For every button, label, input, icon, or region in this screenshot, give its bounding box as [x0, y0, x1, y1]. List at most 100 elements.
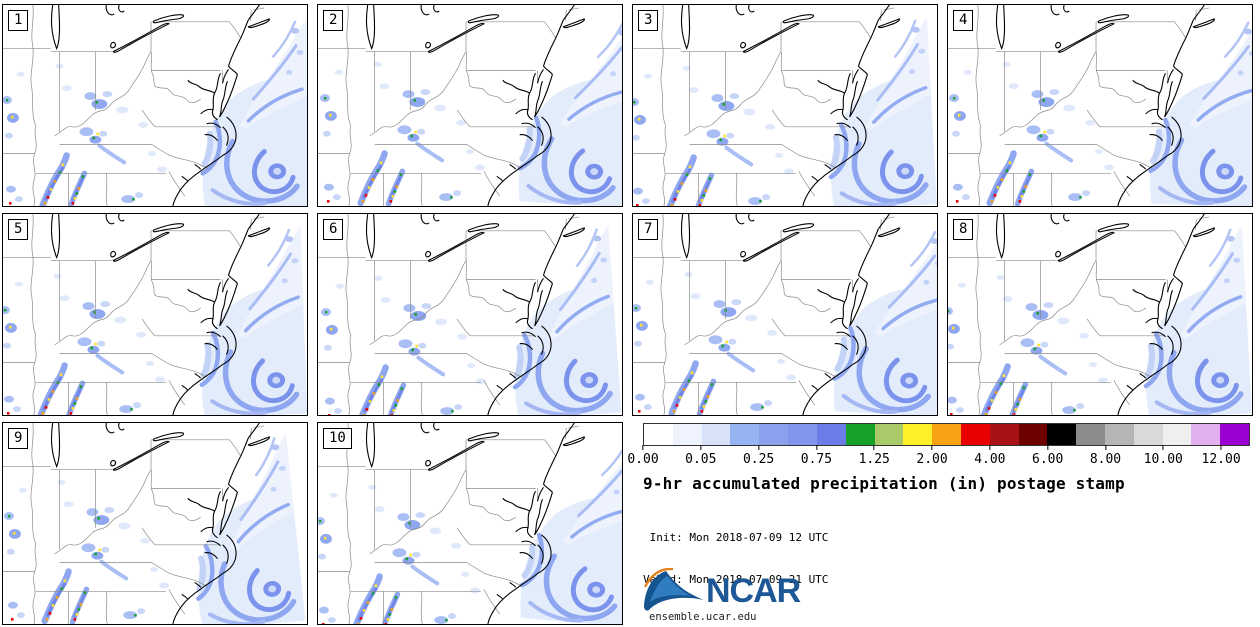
inland-precip — [318, 484, 480, 624]
colorbar-segment — [903, 424, 933, 445]
panel-number: 5 — [8, 219, 29, 240]
coastline — [365, 214, 585, 415]
colorbar-tick: 0.25 — [743, 445, 774, 467]
precipitation-map — [318, 5, 622, 206]
ensemble-member-panel: 10 — [317, 422, 623, 625]
offshore-storm-precip — [199, 226, 307, 415]
panel-number: 1 — [8, 10, 29, 31]
coastline — [680, 5, 900, 206]
ensemble-member-panel: 3 — [632, 4, 938, 207]
coastline — [365, 5, 585, 206]
colorbar-segment — [989, 424, 1019, 445]
colorbar-tick: 1.25 — [859, 445, 890, 467]
coastline — [50, 423, 270, 624]
inland-precip — [3, 273, 165, 415]
panel-number: 4 — [953, 10, 974, 31]
coastline — [995, 214, 1215, 415]
colorbar-tick-label: 12.00 — [1201, 452, 1241, 467]
panel-number: 10 — [323, 428, 352, 449]
colorbar-segment — [816, 424, 846, 445]
precipitation-map — [3, 214, 307, 415]
panel-number: 3 — [638, 10, 659, 31]
colorbar-tick: 8.00 — [1090, 445, 1121, 467]
colorbar-tick-label: 0.00 — [627, 452, 659, 467]
panel-number: 6 — [323, 219, 344, 240]
precipitation-map — [318, 423, 622, 624]
state-borders — [948, 214, 1210, 415]
coastline — [50, 214, 270, 415]
colorbar-segment — [1076, 424, 1105, 445]
offshore-storm-precip — [828, 17, 937, 206]
colorbar-segment — [1162, 424, 1192, 445]
inland-precip — [3, 479, 169, 624]
colorbar-segment — [960, 424, 990, 445]
coastline — [995, 5, 1215, 206]
ensemble-member-panel: 5 — [2, 213, 308, 416]
offshore-storm-precip — [1148, 20, 1252, 206]
ensemble-member-panel: 6 — [317, 213, 623, 416]
colorbar-segment — [672, 424, 702, 445]
state-borders — [3, 214, 265, 415]
colorbar-tick: 12.00 — [1202, 445, 1241, 467]
coastline — [50, 5, 270, 206]
state-borders — [318, 5, 580, 206]
colorbar-segment — [845, 424, 875, 445]
plot-title: 9-hr accumulated precipitation (in) post… — [643, 474, 1125, 493]
state-borders — [633, 5, 895, 206]
colorbar-tick-label: 0.05 — [685, 452, 717, 467]
colorbar-tick-label: 1.25 — [858, 452, 890, 467]
init-time: Init: Mon 2018-07-09 12 UTC — [643, 531, 829, 544]
colorbar-segment — [1047, 424, 1077, 445]
offshore-storm-precip — [517, 21, 622, 206]
colorbar-segment — [1220, 424, 1250, 445]
colorbar-segment — [932, 424, 961, 445]
offshore-storm-precip — [512, 225, 622, 415]
colorbar-tick-label: 0.25 — [742, 452, 775, 467]
state-borders — [318, 423, 580, 624]
coastline — [680, 214, 900, 415]
ensemble-member-panel: 8 — [947, 213, 1253, 416]
legend-block: 0.00 0.05 0.25 0.75 1.25 2.00 4.00 6.00 8.00 10.0… — [627, 418, 1260, 627]
precipitation-map — [3, 423, 306, 624]
inland-precip — [633, 65, 794, 206]
ensemble-member-panel: 4 — [947, 4, 1253, 207]
inland-precip — [948, 274, 1108, 415]
panel-number: 2 — [323, 10, 344, 31]
state-borders — [948, 5, 1210, 206]
colorbar-segment — [759, 424, 789, 445]
colorbar-tick-label: 0.75 — [800, 452, 833, 467]
colorbar-tick-label: 10.00 — [1143, 452, 1183, 467]
colorbar-tick-label: 8.00 — [1089, 452, 1122, 467]
state-borders — [633, 214, 895, 415]
precipitation-map — [318, 214, 622, 415]
offshore-storm-precip — [200, 18, 307, 206]
inland-precip — [633, 271, 796, 415]
colorbar-tick: 0.00 — [627, 445, 659, 467]
colorbar-segment — [874, 424, 904, 445]
colorbar-tick: 4.00 — [974, 445, 1006, 467]
ensemble-member-panel: 7 — [632, 213, 938, 416]
inland-precip — [320, 275, 486, 415]
colorbar-segment — [1191, 424, 1221, 445]
colorbar-tick-label: 6.00 — [1032, 452, 1064, 467]
colorbar-tick: 2.00 — [916, 445, 948, 467]
panel-number: 9 — [8, 428, 29, 449]
colorbar-segment — [1018, 424, 1048, 445]
offshore-storm-precip — [832, 229, 937, 415]
colorbar-tick-label: 4.00 — [974, 452, 1006, 467]
logo-wordmark: NCAR — [706, 572, 801, 610]
coastline — [365, 423, 585, 624]
precipitation-map — [3, 5, 307, 206]
colorbar-tick: 0.05 — [685, 445, 716, 467]
inland-precip — [948, 61, 1114, 206]
precipitation-map — [948, 5, 1252, 206]
state-borders — [3, 5, 265, 206]
state-borders — [3, 423, 265, 624]
logo-wave-highlight — [650, 576, 691, 602]
ensemble-member-panel: 2 — [317, 4, 623, 207]
site-url: ensemble.ucar.edu — [649, 611, 757, 623]
colorbar-segment — [1133, 424, 1163, 445]
panel-number: 7 — [638, 219, 659, 240]
ncar-logo: NCAR — [643, 568, 802, 611]
